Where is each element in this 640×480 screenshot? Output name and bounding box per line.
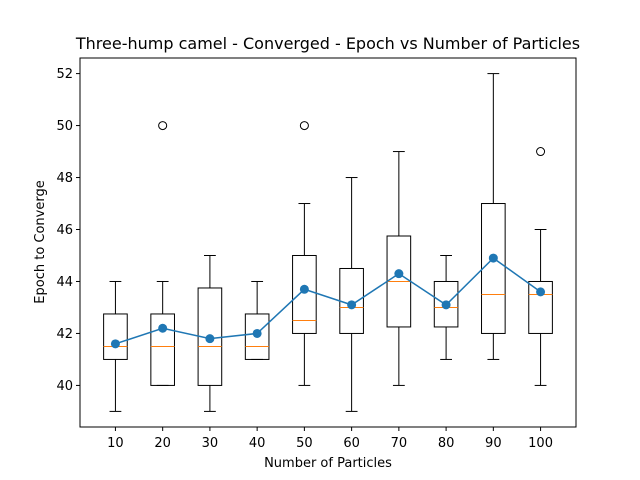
x-tick-label: 40 xyxy=(249,436,266,451)
mean-point xyxy=(158,323,168,333)
y-tick-label: 46 xyxy=(56,223,73,238)
mean-point xyxy=(441,300,451,310)
outlier-point xyxy=(299,121,309,131)
x-tick-label: 90 xyxy=(485,436,502,451)
x-tick-label: 30 xyxy=(202,436,219,451)
y-tick-label: 42 xyxy=(56,327,73,342)
y-tick-label: 48 xyxy=(56,171,73,186)
mean-point xyxy=(347,300,357,310)
x-tick-label: 80 xyxy=(438,436,455,451)
x-tick-label: 20 xyxy=(154,436,171,451)
box-iqr xyxy=(244,313,270,360)
box-iqr xyxy=(528,280,553,334)
mean-point xyxy=(252,328,262,338)
outlier-point xyxy=(158,121,168,131)
y-axis-label: Epoch to Converge xyxy=(33,180,48,303)
mean-point xyxy=(536,287,546,297)
mean-point xyxy=(299,284,309,294)
x-tick-label: 50 xyxy=(296,436,313,451)
outlier-point xyxy=(536,147,546,157)
y-tick-label: 40 xyxy=(56,379,73,394)
box-iqr xyxy=(150,313,175,386)
x-tick-label: 100 xyxy=(528,436,553,451)
x-axis-label: Number of Particles xyxy=(264,456,392,471)
mean-point xyxy=(394,269,404,279)
box-iqr xyxy=(292,254,317,334)
mean-line xyxy=(115,257,542,345)
box-iqr xyxy=(433,280,459,328)
box-iqr xyxy=(103,313,128,360)
chart-title: Three-hump camel - Converged - Epoch vs … xyxy=(75,34,580,53)
x-tick-label: 60 xyxy=(343,436,360,451)
x-tick-label: 10 xyxy=(107,436,124,451)
y-tick-label: 50 xyxy=(56,119,73,134)
box-iqr xyxy=(481,203,506,334)
axes-frame xyxy=(79,57,577,428)
mean-point xyxy=(205,334,215,344)
mean-point xyxy=(110,339,120,349)
y-tick-label: 44 xyxy=(56,275,73,290)
mean-point xyxy=(488,253,498,263)
y-tick-label: 52 xyxy=(56,67,73,82)
plot-area: 40 42 44 46 48 50 52 10 20 30 40 50 60 70 80 90 100 xyxy=(56,67,553,451)
x-tick-label: 70 xyxy=(391,436,408,451)
